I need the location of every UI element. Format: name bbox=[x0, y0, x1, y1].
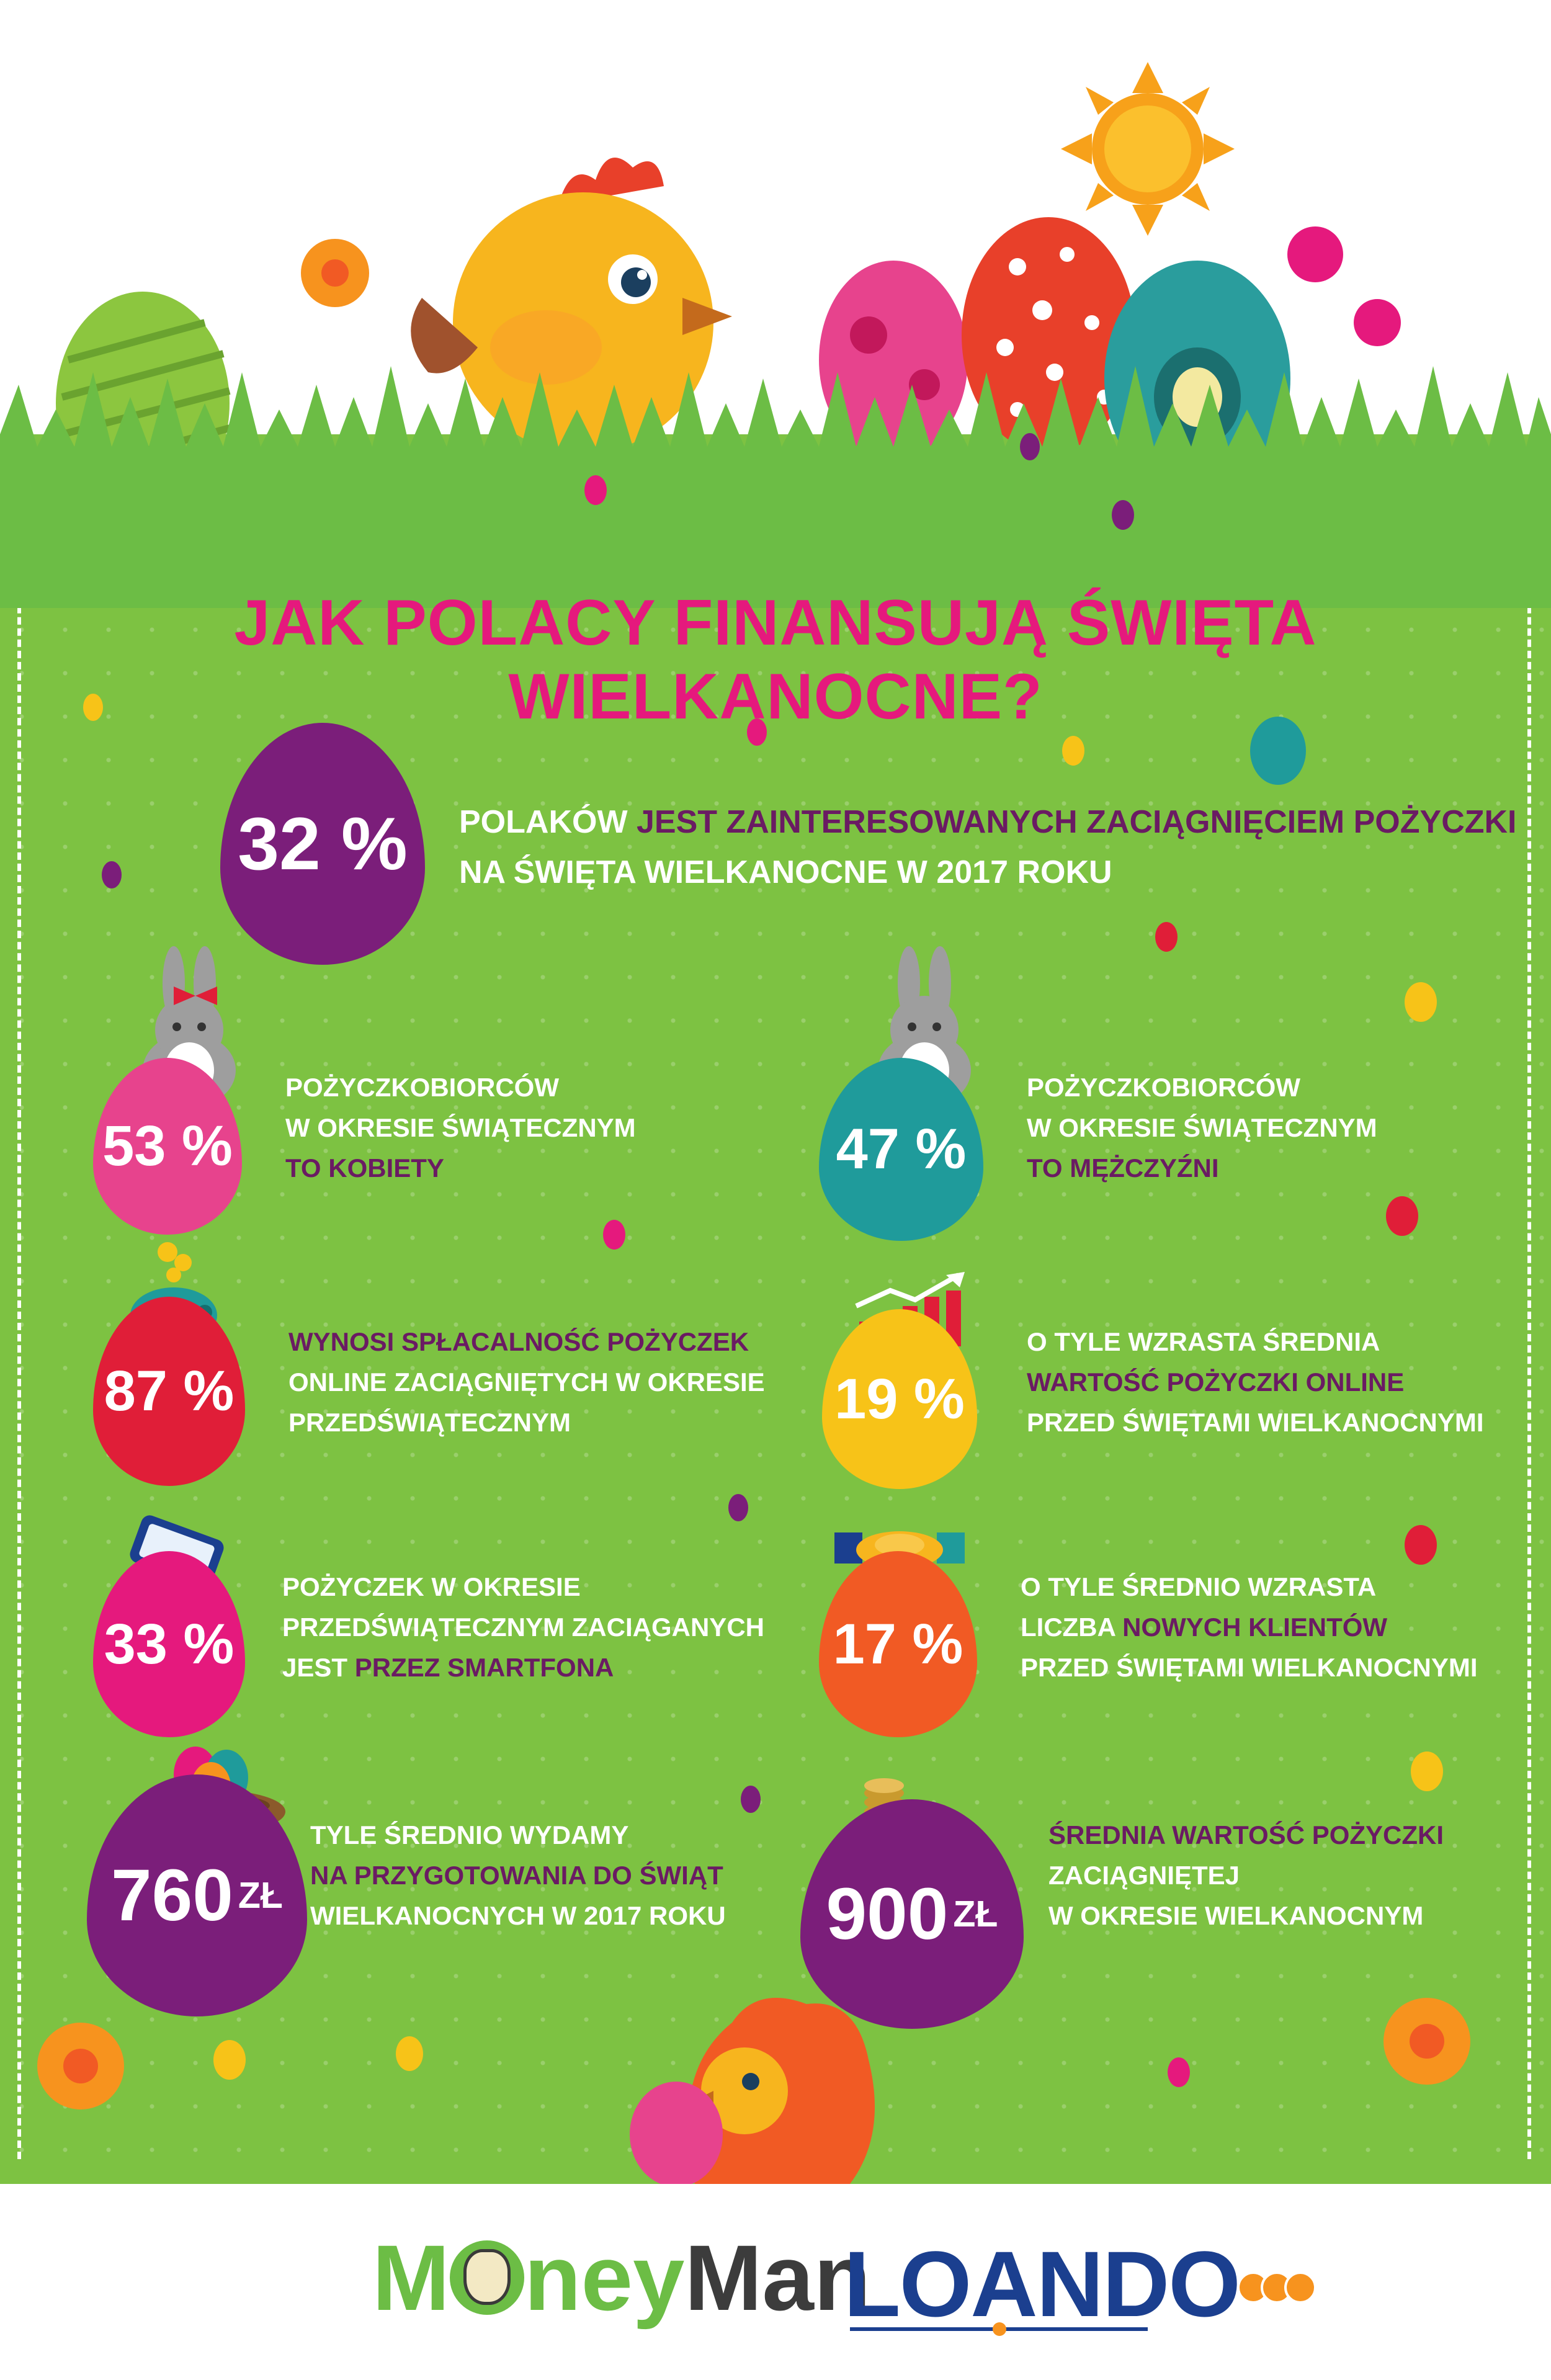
bunny-girl-icon bbox=[143, 946, 236, 1101]
chick-in-egg-icon bbox=[630, 1998, 875, 2184]
stat-value: 33 % bbox=[104, 1612, 235, 1676]
logo-letter: M bbox=[372, 2226, 450, 2330]
logo-text: LOANDO bbox=[844, 2232, 1241, 2336]
easter-scene-illustration bbox=[0, 62, 1551, 2184]
stat-text-line: WIELKANOCNYCH W 2017 ROKU bbox=[310, 1901, 726, 1931]
text-highlight: PRZEZ SMARTFONA bbox=[354, 1653, 614, 1683]
stat-text-line: LICZBA NOWYCH KLIENTÓW bbox=[1021, 1607, 1478, 1647]
stat-text-loan-value: ŚREDNIA WARTOŚĆ POŻYCZKI ZACIĄGNIĘTEJ W … bbox=[1048, 1815, 1444, 1936]
sky bbox=[0, 0, 1551, 434]
stat-text-line: O TYLE ŚREDNIO WZRASTA bbox=[1021, 1572, 1377, 1601]
stat-text-line: W OKRESIE ŚWIĄTECZNYM bbox=[1027, 1113, 1377, 1143]
text-plain: POLAKÓW bbox=[459, 804, 637, 840]
stat-value: 47 % bbox=[836, 1117, 967, 1181]
left-dashed-border bbox=[17, 472, 21, 2159]
stat-text-smartphone: POŻYCZEK W OKRESIE PRZEDŚWIĄTECZNYM ZACI… bbox=[282, 1567, 764, 1688]
stat-value: 19 % bbox=[834, 1367, 965, 1431]
stat-egg-clients: 17 % bbox=[819, 1551, 977, 1737]
logo-text: ney bbox=[524, 2226, 685, 2330]
page-title: JAK POLACY FINANSUJĄ ŚWIĘTA WIELKANOCNE? bbox=[234, 587, 1317, 733]
stat-egg-repayment: 87 % bbox=[93, 1297, 245, 1486]
currency-unit: ZŁ bbox=[238, 1875, 283, 1916]
stat-value: 87 % bbox=[104, 1359, 235, 1423]
pink-egg-icon bbox=[819, 261, 968, 459]
stat-text-line: ZACIĄGNIĘTEJ bbox=[1048, 1861, 1240, 1890]
stat-text-growth: O TYLE WZRASTA ŚREDNIA WARTOŚĆ POŻYCZKI … bbox=[1027, 1322, 1484, 1443]
text-plain: LICZBA bbox=[1021, 1613, 1123, 1642]
polka-egg-icon bbox=[962, 217, 1135, 453]
stat-text-line: ONLINE ZACIĄGNIĘTYCH W OKRESIE bbox=[288, 1367, 765, 1397]
currency-unit: ZŁ bbox=[953, 1894, 998, 1935]
text-highlight: ŚREDNIA WARTOŚĆ POŻYCZKI bbox=[1048, 1820, 1444, 1850]
text-highlight: WARTOŚĆ POŻYCZKI ONLINE bbox=[1027, 1367, 1405, 1397]
stat-text-line: W OKRESIE WIELKANOCNYM bbox=[1048, 1901, 1424, 1931]
chick-icon bbox=[411, 158, 732, 453]
stat-text-line: POŻYCZEK W OKRESIE bbox=[282, 1572, 581, 1601]
stat-value: 900 bbox=[826, 1873, 949, 1955]
stat-text-women: POŻYCZKOBIORCÓW W OKRESIE ŚWIĄTECZNYM TO… bbox=[285, 1067, 636, 1188]
coins-mark-icon bbox=[1236, 2218, 1316, 2325]
stat-text-line: TYLE ŚREDNIO WYDAMY bbox=[310, 1820, 629, 1850]
text-highlight: TO MĘŻCZYŹNI bbox=[1027, 1153, 1219, 1183]
stat-text-spend: TYLE ŚREDNIO WYDAMY NA PRZYGOTOWANIA DO … bbox=[310, 1815, 726, 1936]
logo-text: Man bbox=[684, 2226, 871, 2330]
stat-text-line: PRZEDŚWIĄTECZNYM bbox=[288, 1408, 571, 1438]
stat-text-clients: O TYLE ŚREDNIO WZRASTA LICZBA NOWYCH KLI… bbox=[1021, 1567, 1478, 1688]
stat-text-line: JEST PRZEZ SMARTFONA bbox=[282, 1647, 764, 1688]
stat-text-line: PRZED ŚWIĘTAMI WIELKANOCNYMI bbox=[1027, 1408, 1484, 1438]
stat-egg-interest: 32 % bbox=[220, 723, 425, 965]
stat-text-line: NA ŚWIĘTA WIELKANOCNE W 2017 ROKU bbox=[459, 854, 1112, 890]
stat-egg-smartphone: 33 % bbox=[93, 1551, 245, 1737]
mascot-face-icon bbox=[449, 2240, 524, 2315]
text-highlight: NA PRZYGOTOWANIA DO ŚWIĄT bbox=[310, 1861, 723, 1890]
stat-egg-spend: 760 ZŁ bbox=[87, 1774, 307, 2016]
loando-logo[interactable]: LOANDO bbox=[844, 2218, 1316, 2338]
stat-text-line: PRZED ŚWIĘTAMI WIELKANOCNYMI bbox=[1021, 1653, 1478, 1683]
stat-text-line: W OKRESIE ŚWIĄTECZNYM bbox=[285, 1113, 636, 1143]
stat-value: 53 % bbox=[102, 1114, 233, 1178]
stat-value: 32 % bbox=[238, 802, 408, 885]
sun-icon bbox=[1061, 62, 1235, 236]
stat-text-men: POŻYCZKOBIORCÓW W OKRESIE ŚWIĄTECZNYM TO… bbox=[1027, 1067, 1377, 1188]
bottom-flowers bbox=[37, 1998, 1470, 2109]
logo-dot bbox=[993, 2322, 1006, 2336]
text-highlight: TO KOBIETY bbox=[285, 1153, 444, 1183]
stat-text-line: POŻYCZKOBIORCÓW bbox=[285, 1073, 559, 1102]
text-highlight: WYNOSI SPŁACALNOŚĆ POŻYCZEK bbox=[288, 1327, 749, 1356]
stat-egg-loan-value: 900 ZŁ bbox=[800, 1799, 1024, 2029]
right-dashed-border bbox=[1527, 472, 1531, 2159]
stat-text-interest: POLAKÓW JEST ZAINTERESOWANYCH ZACIĄGNIĘC… bbox=[459, 797, 1517, 897]
stat-egg-men: 47 % bbox=[819, 1058, 983, 1241]
stat-text-line: POLAKÓW JEST ZAINTERESOWANYCH ZACIĄGNIĘC… bbox=[459, 797, 1517, 848]
stat-value: 760 bbox=[111, 1854, 233, 1936]
text-plain: JEST bbox=[282, 1653, 355, 1683]
stat-text-line: PRZEDŚWIĄTECZNYM ZACIĄGANYCH bbox=[282, 1613, 764, 1642]
stat-text-repayment: WYNOSI SPŁACALNOŚĆ POŻYCZEK ONLINE ZACIĄ… bbox=[288, 1322, 765, 1443]
stat-value: 17 % bbox=[833, 1612, 963, 1676]
stat-egg-growth: 19 % bbox=[822, 1309, 977, 1489]
small-eggs bbox=[83, 433, 1443, 2087]
stat-egg-women: 53 % bbox=[93, 1058, 242, 1235]
grass-blades bbox=[0, 366, 1551, 608]
text-highlight: JEST ZAINTERESOWANYCH ZACIĄGNIĘCIEM POŻY… bbox=[636, 804, 1517, 840]
stat-text-line: O TYLE WZRASTA ŚREDNIA bbox=[1027, 1327, 1380, 1356]
text-highlight: NOWYCH KLIENTÓW bbox=[1122, 1613, 1388, 1642]
stat-text-line: POŻYCZKOBIORCÓW bbox=[1027, 1073, 1300, 1102]
